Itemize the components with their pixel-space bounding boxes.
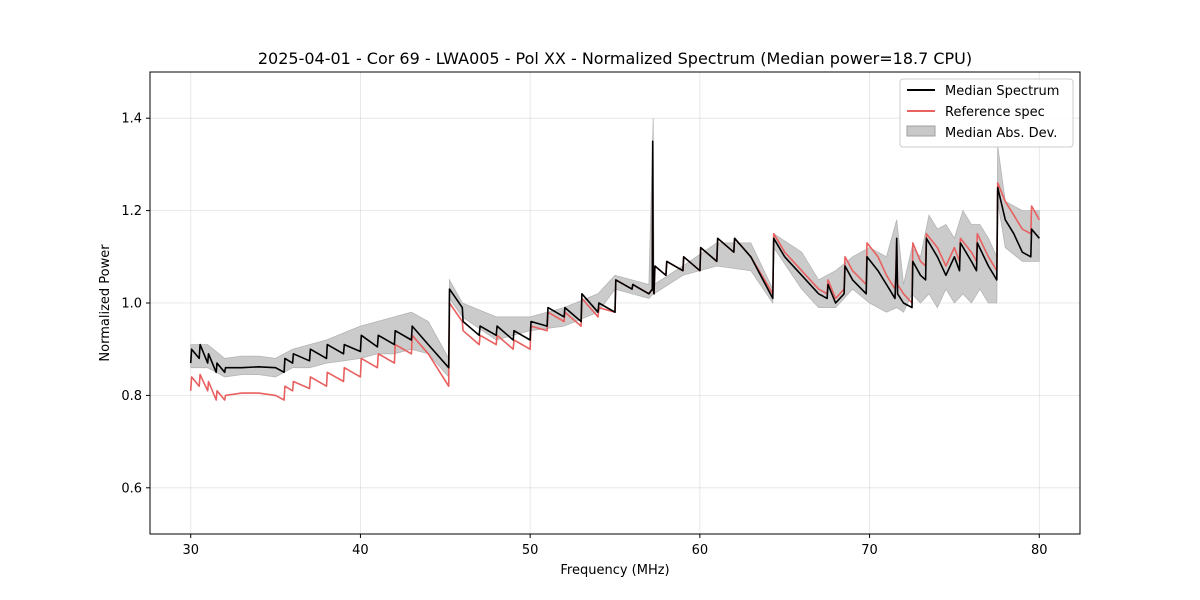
legend-median-label: Median Spectrum	[945, 84, 1059, 99]
y-tick-label: 1.4	[121, 112, 142, 127]
legend: Median Spectrum Reference spec Median Ab…	[899, 78, 1074, 148]
y-tick-label: 0.6	[121, 481, 142, 496]
legend-frame	[899, 78, 1074, 148]
y-tick-label: 0.8	[121, 389, 142, 404]
y-axis-ticks: 0.6 0.8 1.0 1.2 1.4	[121, 112, 150, 496]
x-tick-label: 70	[861, 543, 878, 558]
x-axis-ticks: 30 40 50 60 70 80	[182, 534, 1048, 558]
x-tick-label: 50	[522, 543, 539, 558]
chart-title: 2025-04-01 - Cor 69 - LWA005 - Pol XX - …	[258, 49, 972, 68]
median-spectrum-line	[189, 140, 1040, 374]
x-axis-label: Frequency (MHz)	[560, 563, 669, 578]
y-axis-label: Normalized Power	[98, 244, 113, 362]
x-tick-label: 80	[1031, 543, 1048, 558]
x-tick-label: 30	[182, 543, 199, 558]
x-tick-label: 40	[352, 543, 369, 558]
median-series-layer	[189, 140, 1040, 374]
legend-reference-label: Reference spec	[945, 105, 1045, 120]
y-tick-label: 1.2	[121, 204, 142, 219]
legend-mad-swatch	[906, 125, 936, 137]
y-tick-label: 1.0	[121, 297, 142, 312]
legend-mad-label: Median Abs. Dev.	[945, 126, 1057, 141]
x-tick-label: 60	[692, 543, 709, 558]
